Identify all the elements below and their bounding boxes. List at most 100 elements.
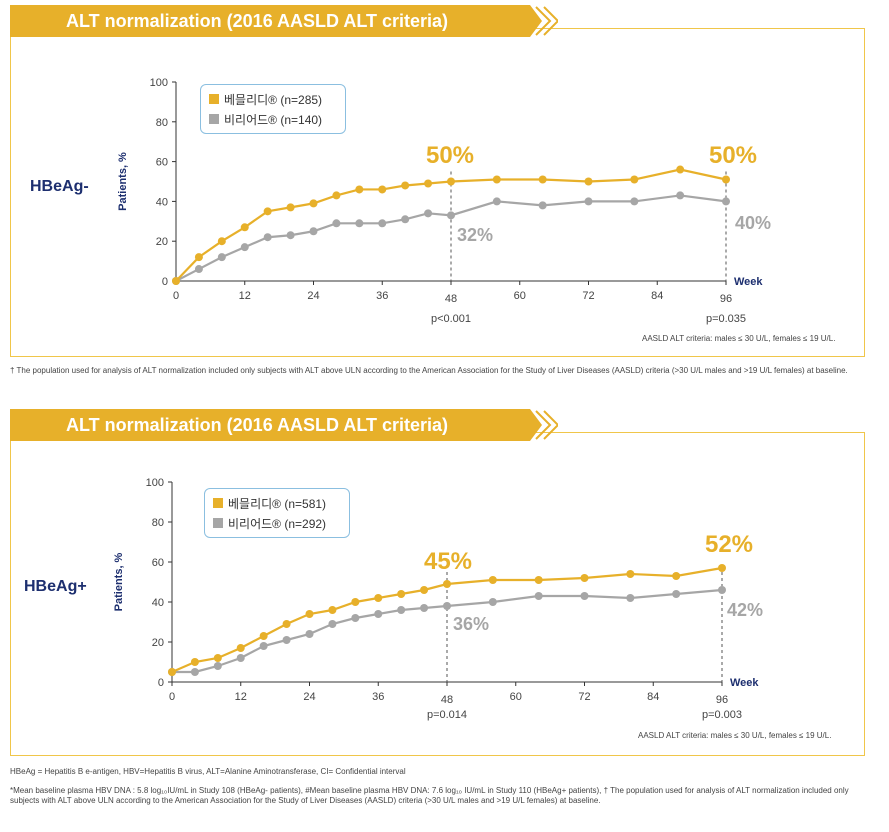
- p-value-label: p<0.001: [431, 313, 471, 325]
- y-tick-label: 40: [152, 597, 164, 609]
- data-point: [722, 197, 730, 206]
- data-point: [351, 598, 360, 606]
- annotation-value-vemlidy: 52%: [705, 531, 753, 558]
- chevron-right-icon: [518, 5, 558, 37]
- banner-title: ALT normalization (2016 AASLD ALT criter…: [10, 5, 520, 37]
- data-point: [328, 606, 337, 614]
- x-tick-label: 96: [720, 293, 732, 305]
- x-tick-label: 84: [647, 691, 659, 703]
- data-point: [492, 175, 501, 184]
- data-point: [286, 231, 295, 240]
- chart-legend: 베믈리디® (n=581) 비리어드® (n=292): [204, 488, 350, 538]
- data-point: [240, 243, 249, 252]
- data-point: [626, 570, 635, 578]
- data-point: [213, 662, 222, 670]
- legend-swatch: [213, 498, 223, 508]
- data-point: [397, 606, 406, 614]
- data-point: [378, 219, 387, 228]
- y-tick-label: 0: [158, 677, 164, 689]
- data-point: [378, 185, 387, 194]
- x-tick-label: 48: [445, 293, 457, 305]
- data-point: [630, 197, 639, 206]
- legend-item-vemlidy: 베믈리디® (n=285): [209, 89, 337, 109]
- y-tick-label: 40: [156, 196, 168, 208]
- data-point: [236, 654, 245, 662]
- data-point: [263, 207, 272, 216]
- group-label: HBeAg+: [24, 578, 87, 595]
- data-point: [424, 179, 433, 188]
- data-point: [305, 610, 314, 618]
- data-point: [626, 594, 635, 602]
- y-tick-label: 20: [152, 637, 164, 649]
- data-point: [263, 233, 272, 242]
- criteria-note: AASLD ALT criteria: males ≤ 30 U/L, fema…: [638, 731, 832, 740]
- data-point: [309, 227, 318, 236]
- annotation-value-vemlidy: 50%: [426, 142, 474, 169]
- data-point: [584, 177, 593, 186]
- y-axis-title: Patients, %: [117, 152, 129, 211]
- data-point: [722, 175, 730, 184]
- chart-panel-hbeag-positive: [10, 432, 865, 756]
- p-value-label: p=0.014: [427, 709, 467, 721]
- data-point: [328, 620, 337, 628]
- data-point: [217, 253, 226, 262]
- data-point: [190, 668, 199, 676]
- y-tick-label: 20: [156, 236, 168, 248]
- x-tick-label: 24: [307, 290, 319, 302]
- legend-item-viread: 비리어드® (n=292): [213, 513, 341, 533]
- x-tick-label: 12: [235, 691, 247, 703]
- data-point: [424, 209, 433, 218]
- p-value-label: p=0.035: [706, 313, 746, 325]
- annotation-value-vemlidy: 45%: [424, 548, 472, 575]
- data-point: [259, 642, 268, 650]
- data-point: [420, 586, 429, 594]
- x-tick-label: 24: [303, 691, 315, 703]
- footnote-abbreviations: HBeAg = Hepatitis B e-antigen, HBV=Hepat…: [10, 767, 406, 776]
- y-tick-label: 80: [152, 517, 164, 529]
- y-tick-label: 0: [162, 276, 168, 288]
- data-point: [420, 604, 429, 612]
- data-point: [172, 277, 180, 285]
- data-point: [538, 201, 547, 210]
- y-tick-label: 100: [150, 77, 168, 89]
- legend-item-vemlidy: 베믈리디® (n=581): [213, 493, 341, 513]
- legend-swatch: [209, 114, 219, 124]
- data-point: [488, 598, 497, 606]
- banner-title: ALT normalization (2016 AASLD ALT criter…: [10, 409, 520, 441]
- data-point: [447, 177, 455, 186]
- data-point: [584, 197, 593, 206]
- data-point: [492, 197, 501, 206]
- annotation-value-viread: 36%: [453, 614, 489, 634]
- data-point: [401, 181, 410, 190]
- x-axis-title: Week: [734, 276, 763, 288]
- y-tick-label: 60: [156, 157, 168, 169]
- annotation-value-viread: 40%: [735, 213, 771, 233]
- annotation-value-viread: 42%: [727, 600, 763, 620]
- chart-legend: 베믈리디® (n=285) 비리어드® (n=140): [200, 84, 346, 134]
- x-tick-label: 72: [582, 290, 594, 302]
- legend-label: 비리어드® (n=292): [228, 516, 327, 531]
- y-tick-label: 100: [146, 477, 164, 489]
- data-point: [190, 658, 199, 666]
- data-point: [351, 614, 360, 622]
- data-point: [282, 620, 291, 628]
- data-point: [194, 265, 203, 274]
- data-point: [305, 630, 314, 638]
- data-point: [443, 602, 451, 610]
- criteria-note: AASLD ALT criteria: males ≤ 30 U/L, fema…: [642, 334, 836, 343]
- data-point: [213, 654, 222, 662]
- x-tick-label: 36: [372, 691, 384, 703]
- chevron-right-icon: [518, 409, 558, 441]
- data-point: [676, 191, 685, 200]
- x-tick-label: 84: [651, 290, 663, 302]
- group-label: HBeAg-: [30, 178, 89, 195]
- y-tick-label: 60: [152, 557, 164, 569]
- data-point: [718, 586, 726, 594]
- data-point: [332, 219, 341, 228]
- x-axis-title: Week: [730, 677, 759, 689]
- legend-swatch: [209, 94, 219, 104]
- data-point: [630, 175, 639, 184]
- x-tick-label: 72: [578, 691, 590, 703]
- data-point: [580, 592, 589, 600]
